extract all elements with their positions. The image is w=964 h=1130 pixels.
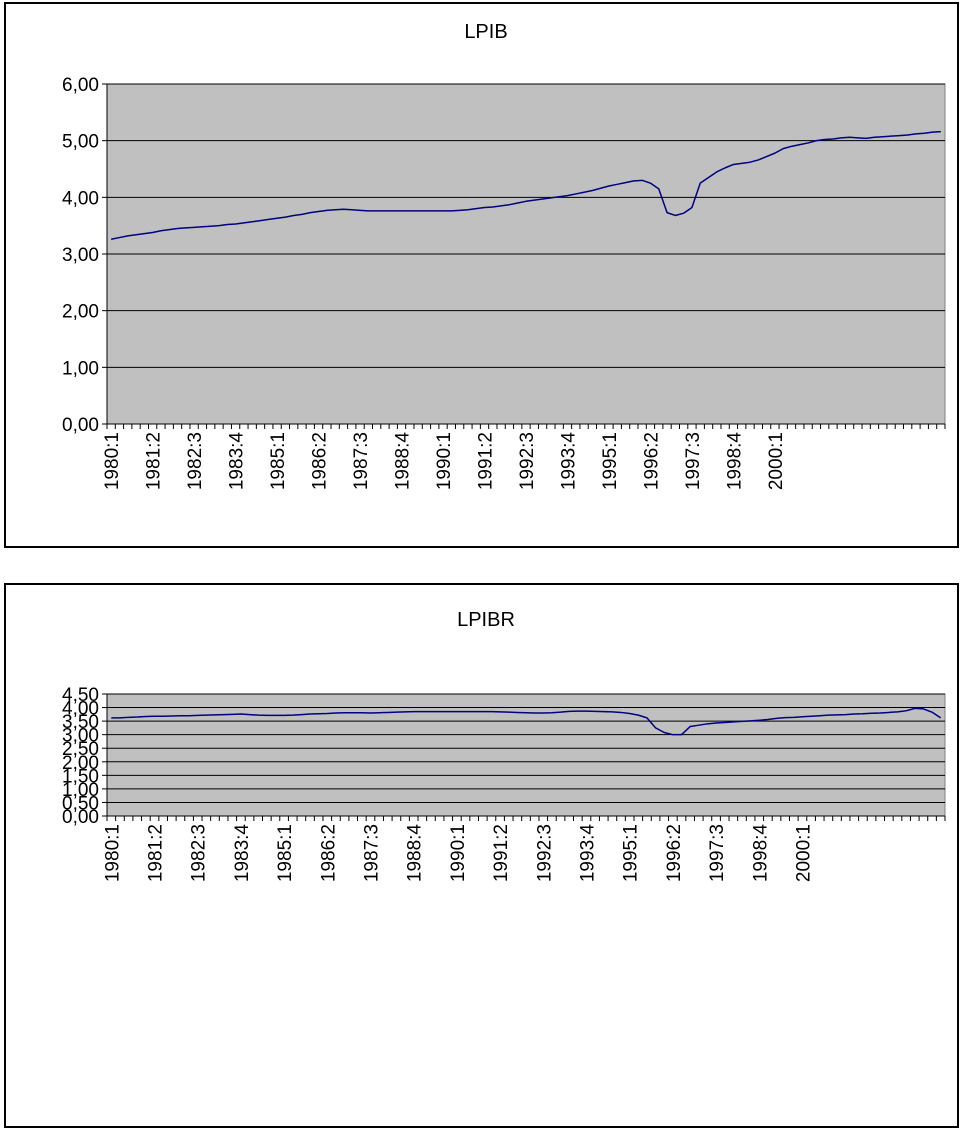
chart2-ytick-label: 3,00: [62, 726, 99, 747]
chart2-ytick-label: 2,50: [62, 739, 99, 760]
chart2-xtick-label: 1998:4: [750, 824, 771, 883]
chart2-ytick-label: 1,50: [62, 766, 99, 787]
chart2-title: LPIBR: [457, 609, 515, 631]
chart2-ytick-label: 0,50: [62, 793, 99, 814]
chart2-xtick-label: 1992:3: [534, 824, 555, 882]
chart1-xtick-label: 1998:4: [724, 432, 745, 491]
chart1-series-line: [110, 130, 941, 241]
chart2-ytick-label: 4,00: [62, 699, 99, 720]
chart2-ytick-label: 2,00: [62, 753, 99, 774]
chart2-xtick-label: 2000:1: [793, 824, 814, 882]
chart2-xtick-label: 1996:2: [664, 824, 685, 882]
chart2-xtick-label: 1986:2: [318, 824, 339, 882]
chart1-xtick-label: 1997:3: [683, 432, 704, 490]
chart1-xtick-label: 1993:4: [558, 432, 579, 491]
chart1-ytick-label: 2,00: [62, 302, 99, 323]
chart2-xtick-label: 1982:3: [189, 824, 210, 882]
chart2-xtick-label: 1991:2: [491, 824, 512, 882]
chart2-xtick-label: 1988:4: [405, 824, 426, 883]
chart-lpibr-frame: LPIBR 0,00 0,50 1,00 1,50 2,00 2,50 3,00 3,50 4,0…: [4, 583, 959, 1128]
chart1-xtick-label: 2000:1: [766, 432, 787, 490]
chart1-xtick-label: 1990:1: [434, 432, 455, 490]
chart1-xtick-label: 1985:1: [268, 432, 289, 490]
chart2-xtick-label: 1993:4: [577, 824, 598, 883]
chart1-xtick-label: 1991:2: [476, 432, 497, 490]
chart2-xtick-label: 1990:1: [448, 824, 469, 882]
chart1-ytick-label: 4,00: [62, 188, 99, 209]
chart1-ytick-label: 6,00: [62, 75, 99, 96]
chart2-xtick-label: 1997:3: [707, 824, 728, 882]
chart2-xtick-label: 1983:4: [232, 824, 253, 883]
chart2-ytick-label: 0,00: [62, 807, 99, 828]
chart1-xtick-label: 1992:3: [517, 432, 538, 490]
chart2-xtick-label: 1981:2: [146, 824, 167, 882]
chart1-ytick-label: 1,00: [62, 358, 99, 379]
chart2-ytick-label: 4,50: [62, 685, 99, 706]
chart1-ytick-label: 5,00: [62, 132, 99, 153]
chart1-ytick-label: 3,00: [62, 245, 99, 266]
chart2-xtick-label: 1987:3: [361, 824, 382, 882]
chart2-xtick-label: 1985:1: [275, 824, 296, 882]
chart1-xtick-label: 1981:2: [144, 432, 165, 490]
chart1-title: LPIB: [464, 21, 507, 43]
chart1-xtick-label: 1986:2: [310, 432, 331, 490]
chart1-xtick-label: 1983:4: [227, 432, 248, 491]
chart2-xtick-label: 1980:1: [102, 824, 123, 882]
chart1-xtick-label: 1988:4: [393, 432, 414, 491]
chart1-xtick-label: 1995:1: [600, 432, 621, 490]
chart2-series-line: [111, 707, 942, 736]
chart1-xtick-label: 1987:3: [351, 432, 372, 490]
chart1-ytick-label: 0,00: [62, 415, 99, 436]
chart2-ytick-label: 3,50: [62, 712, 99, 733]
chart1-xtick-label: 1996:2: [641, 432, 662, 490]
chart1-xtick-label: 1982:3: [185, 432, 206, 490]
chart2-xtick-label: 1995:1: [621, 824, 642, 882]
chart-lpibr: LPIBR 0,000,501,001,502,002,503,003,504,0…: [62, 609, 946, 883]
chart-lpib: LPIB 0,00 1,00 2,00 3,00 4,00 5,00 6,00 1980:1 19…: [62, 21, 946, 491]
chart2-ytick-label: 1,00: [62, 780, 99, 801]
chart-lpib-frame: LPIB 0,00 1,00 2,00 3,00 4,00 5,00 6,00 1980:1 19…: [4, 2, 959, 548]
chart1-xtick-label: 1980:1: [102, 432, 123, 490]
